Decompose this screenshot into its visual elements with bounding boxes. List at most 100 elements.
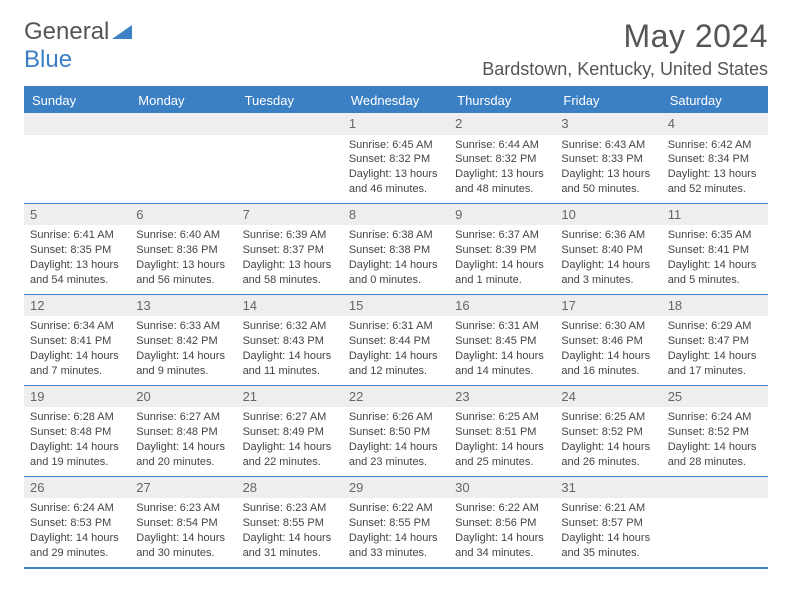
daylight2-label: and 11 minutes. bbox=[243, 364, 337, 379]
sunset-label: Sunset: 8:56 PM bbox=[455, 516, 549, 531]
sunrise-label: Sunrise: 6:31 AM bbox=[455, 319, 549, 334]
day-detail bbox=[662, 498, 768, 507]
calendar-cell: 3Sunrise: 6:43 AMSunset: 8:33 PMDaylight… bbox=[555, 113, 661, 203]
daylight1-label: Daylight: 14 hours bbox=[349, 258, 443, 273]
sunrise-label: Sunrise: 6:22 AM bbox=[349, 501, 443, 516]
day-number: 23 bbox=[449, 386, 555, 408]
calendar-cell: 23Sunrise: 6:25 AMSunset: 8:51 PMDayligh… bbox=[449, 386, 555, 476]
daylight1-label: Daylight: 14 hours bbox=[136, 440, 230, 455]
daylight1-label: Daylight: 14 hours bbox=[668, 258, 762, 273]
day-number bbox=[24, 113, 130, 135]
daylight2-label: and 20 minutes. bbox=[136, 455, 230, 470]
day-number: 14 bbox=[237, 295, 343, 317]
day-number: 21 bbox=[237, 386, 343, 408]
calendar-cell: 6Sunrise: 6:40 AMSunset: 8:36 PMDaylight… bbox=[130, 204, 236, 294]
daylight2-label: and 22 minutes. bbox=[243, 455, 337, 470]
calendar-cell: 16Sunrise: 6:31 AMSunset: 8:45 PMDayligh… bbox=[449, 295, 555, 385]
day-detail: Sunrise: 6:31 AMSunset: 8:44 PMDaylight:… bbox=[343, 316, 449, 384]
calendar-cell: 31Sunrise: 6:21 AMSunset: 8:57 PMDayligh… bbox=[555, 477, 661, 567]
calendar-cell: 25Sunrise: 6:24 AMSunset: 8:52 PMDayligh… bbox=[662, 386, 768, 476]
day-number: 4 bbox=[662, 113, 768, 135]
sunset-label: Sunset: 8:36 PM bbox=[136, 243, 230, 258]
daylight2-label: and 23 minutes. bbox=[349, 455, 443, 470]
daylight2-label: and 50 minutes. bbox=[561, 182, 655, 197]
calendar-cell: 2Sunrise: 6:44 AMSunset: 8:32 PMDaylight… bbox=[449, 113, 555, 203]
sunrise-label: Sunrise: 6:40 AM bbox=[136, 228, 230, 243]
day-number: 5 bbox=[24, 204, 130, 226]
daylight2-label: and 52 minutes. bbox=[668, 182, 762, 197]
sunset-label: Sunset: 8:55 PM bbox=[349, 516, 443, 531]
daylight1-label: Daylight: 14 hours bbox=[455, 440, 549, 455]
weekday-header: Thursday bbox=[449, 88, 555, 113]
day-number: 22 bbox=[343, 386, 449, 408]
daylight2-label: and 48 minutes. bbox=[455, 182, 549, 197]
sunset-label: Sunset: 8:34 PM bbox=[668, 152, 762, 167]
day-number: 12 bbox=[24, 295, 130, 317]
day-number: 20 bbox=[130, 386, 236, 408]
day-number: 11 bbox=[662, 204, 768, 226]
daylight2-label: and 30 minutes. bbox=[136, 546, 230, 561]
daylight2-label: and 26 minutes. bbox=[561, 455, 655, 470]
day-detail: Sunrise: 6:24 AMSunset: 8:53 PMDaylight:… bbox=[24, 498, 130, 566]
day-detail: Sunrise: 6:31 AMSunset: 8:45 PMDaylight:… bbox=[449, 316, 555, 384]
calendar-cell: 14Sunrise: 6:32 AMSunset: 8:43 PMDayligh… bbox=[237, 295, 343, 385]
sunrise-label: Sunrise: 6:36 AM bbox=[561, 228, 655, 243]
sunrise-label: Sunrise: 6:28 AM bbox=[30, 410, 124, 425]
calendar-cell: 11Sunrise: 6:35 AMSunset: 8:41 PMDayligh… bbox=[662, 204, 768, 294]
calendar-cell: 15Sunrise: 6:31 AMSunset: 8:44 PMDayligh… bbox=[343, 295, 449, 385]
sunset-label: Sunset: 8:41 PM bbox=[668, 243, 762, 258]
daylight2-label: and 56 minutes. bbox=[136, 273, 230, 288]
sunrise-label: Sunrise: 6:24 AM bbox=[668, 410, 762, 425]
day-detail: Sunrise: 6:36 AMSunset: 8:40 PMDaylight:… bbox=[555, 225, 661, 293]
day-detail: Sunrise: 6:41 AMSunset: 8:35 PMDaylight:… bbox=[24, 225, 130, 293]
day-detail: Sunrise: 6:28 AMSunset: 8:48 PMDaylight:… bbox=[24, 407, 130, 475]
daylight1-label: Daylight: 14 hours bbox=[561, 349, 655, 364]
logo-triangle-icon bbox=[112, 18, 132, 46]
sunset-label: Sunset: 8:32 PM bbox=[349, 152, 443, 167]
daylight2-label: and 12 minutes. bbox=[349, 364, 443, 379]
daylight1-label: Daylight: 14 hours bbox=[561, 258, 655, 273]
day-number: 31 bbox=[555, 477, 661, 499]
day-number: 29 bbox=[343, 477, 449, 499]
sunrise-label: Sunrise: 6:22 AM bbox=[455, 501, 549, 516]
daylight1-label: Daylight: 14 hours bbox=[349, 440, 443, 455]
sunset-label: Sunset: 8:47 PM bbox=[668, 334, 762, 349]
calendar-cell: 12Sunrise: 6:34 AMSunset: 8:41 PMDayligh… bbox=[24, 295, 130, 385]
sunrise-label: Sunrise: 6:34 AM bbox=[30, 319, 124, 334]
day-number: 7 bbox=[237, 204, 343, 226]
sunset-label: Sunset: 8:51 PM bbox=[455, 425, 549, 440]
sunset-label: Sunset: 8:50 PM bbox=[349, 425, 443, 440]
weekday-header: Friday bbox=[555, 88, 661, 113]
month-title: May 2024 bbox=[482, 18, 768, 55]
daylight1-label: Daylight: 13 hours bbox=[136, 258, 230, 273]
day-detail: Sunrise: 6:22 AMSunset: 8:55 PMDaylight:… bbox=[343, 498, 449, 566]
sunset-label: Sunset: 8:33 PM bbox=[561, 152, 655, 167]
day-number: 10 bbox=[555, 204, 661, 226]
sunrise-label: Sunrise: 6:21 AM bbox=[561, 501, 655, 516]
day-number: 18 bbox=[662, 295, 768, 317]
calendar-cell: 7Sunrise: 6:39 AMSunset: 8:37 PMDaylight… bbox=[237, 204, 343, 294]
weeks-container: 1Sunrise: 6:45 AMSunset: 8:32 PMDaylight… bbox=[24, 113, 768, 567]
daylight1-label: Daylight: 14 hours bbox=[136, 349, 230, 364]
sunset-label: Sunset: 8:42 PM bbox=[136, 334, 230, 349]
daylight1-label: Daylight: 14 hours bbox=[455, 258, 549, 273]
daylight1-label: Daylight: 14 hours bbox=[30, 531, 124, 546]
day-detail bbox=[130, 135, 236, 144]
sunset-label: Sunset: 8:43 PM bbox=[243, 334, 337, 349]
calendar-cell: 29Sunrise: 6:22 AMSunset: 8:55 PMDayligh… bbox=[343, 477, 449, 567]
day-detail: Sunrise: 6:27 AMSunset: 8:48 PMDaylight:… bbox=[130, 407, 236, 475]
calendar-cell: 30Sunrise: 6:22 AMSunset: 8:56 PMDayligh… bbox=[449, 477, 555, 567]
daylight2-label: and 58 minutes. bbox=[243, 273, 337, 288]
weekday-header: Monday bbox=[130, 88, 236, 113]
daylight2-label: and 19 minutes. bbox=[30, 455, 124, 470]
sunrise-label: Sunrise: 6:27 AM bbox=[136, 410, 230, 425]
day-number: 27 bbox=[130, 477, 236, 499]
calendar-cell bbox=[662, 477, 768, 567]
weekday-header: Sunday bbox=[24, 88, 130, 113]
daylight1-label: Daylight: 13 hours bbox=[455, 167, 549, 182]
daylight1-label: Daylight: 14 hours bbox=[136, 531, 230, 546]
day-detail: Sunrise: 6:23 AMSunset: 8:55 PMDaylight:… bbox=[237, 498, 343, 566]
day-detail: Sunrise: 6:34 AMSunset: 8:41 PMDaylight:… bbox=[24, 316, 130, 384]
day-number: 1 bbox=[343, 113, 449, 135]
day-number: 2 bbox=[449, 113, 555, 135]
